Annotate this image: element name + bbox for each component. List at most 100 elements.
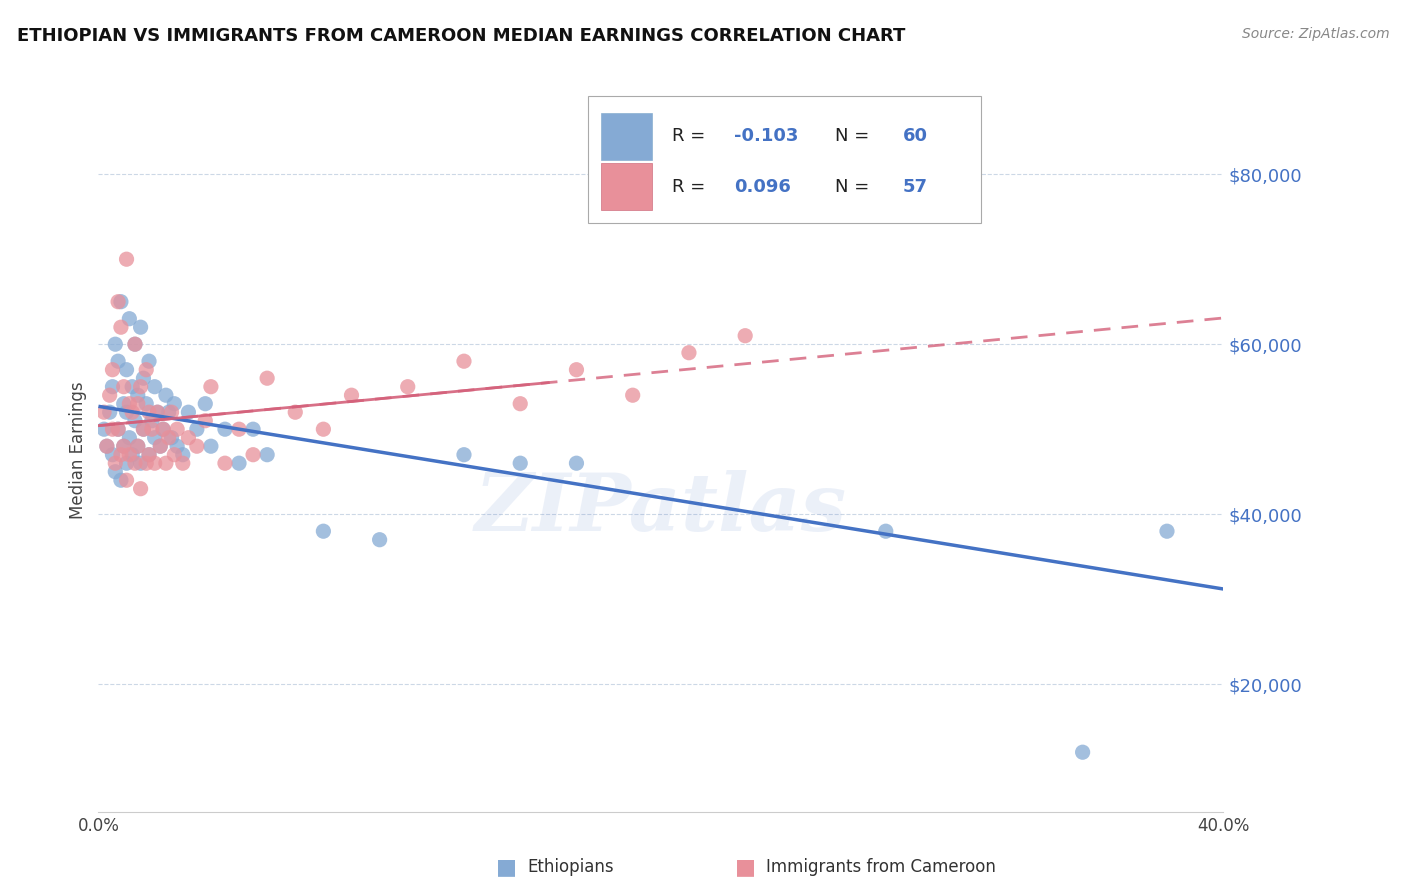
Point bbox=[93, 405, 115, 419]
Text: -0.103: -0.103 bbox=[734, 128, 799, 145]
Text: N =: N = bbox=[835, 178, 875, 195]
Point bbox=[127, 439, 149, 453]
Point bbox=[135, 362, 157, 376]
Text: ZIPatlas: ZIPatlas bbox=[475, 469, 846, 547]
Point bbox=[160, 405, 183, 419]
Point bbox=[312, 422, 335, 436]
Point bbox=[107, 354, 129, 368]
Point bbox=[143, 380, 166, 394]
Point bbox=[107, 422, 129, 436]
Point bbox=[565, 456, 588, 470]
Point bbox=[453, 448, 475, 462]
Text: Ethiopians: Ethiopians bbox=[527, 858, 614, 876]
Point bbox=[132, 422, 155, 436]
Point bbox=[509, 456, 531, 470]
Point bbox=[124, 337, 146, 351]
Point bbox=[104, 465, 127, 479]
Point bbox=[101, 422, 124, 436]
Point bbox=[115, 362, 138, 376]
Text: Source: ZipAtlas.com: Source: ZipAtlas.com bbox=[1241, 27, 1389, 41]
Point bbox=[107, 294, 129, 309]
Text: ■: ■ bbox=[496, 857, 516, 877]
Point bbox=[734, 328, 756, 343]
Point bbox=[284, 405, 307, 419]
Y-axis label: Median Earnings: Median Earnings bbox=[69, 382, 87, 519]
Text: 57: 57 bbox=[903, 178, 928, 195]
Point bbox=[186, 439, 208, 453]
Point bbox=[127, 397, 149, 411]
Point bbox=[146, 405, 169, 419]
Point bbox=[160, 431, 183, 445]
Point bbox=[129, 380, 152, 394]
Point bbox=[200, 380, 222, 394]
Point bbox=[163, 448, 186, 462]
Point bbox=[112, 397, 135, 411]
Point bbox=[214, 422, 236, 436]
Point bbox=[163, 397, 186, 411]
Point bbox=[152, 422, 174, 436]
Point bbox=[340, 388, 363, 402]
Point bbox=[98, 388, 121, 402]
Point bbox=[1071, 745, 1094, 759]
Text: 60: 60 bbox=[903, 128, 928, 145]
Point bbox=[565, 362, 588, 376]
FancyBboxPatch shape bbox=[588, 96, 981, 223]
Point bbox=[157, 431, 180, 445]
Point bbox=[678, 345, 700, 359]
Point bbox=[121, 380, 143, 394]
Point bbox=[135, 456, 157, 470]
Point bbox=[96, 439, 118, 453]
Point bbox=[166, 439, 188, 453]
Point bbox=[110, 294, 132, 309]
Point bbox=[141, 414, 163, 428]
Point bbox=[172, 448, 194, 462]
Point bbox=[256, 371, 278, 385]
FancyBboxPatch shape bbox=[602, 112, 652, 160]
Point bbox=[115, 456, 138, 470]
Point bbox=[110, 448, 132, 462]
Point bbox=[107, 422, 129, 436]
Point bbox=[104, 337, 127, 351]
Text: Immigrants from Cameroon: Immigrants from Cameroon bbox=[766, 858, 995, 876]
Point bbox=[135, 397, 157, 411]
Point bbox=[149, 439, 172, 453]
Point bbox=[118, 311, 141, 326]
Point bbox=[93, 422, 115, 436]
Point bbox=[129, 320, 152, 334]
Point bbox=[194, 397, 217, 411]
Point bbox=[115, 405, 138, 419]
Text: ■: ■ bbox=[735, 857, 755, 877]
Point bbox=[172, 456, 194, 470]
Point bbox=[112, 439, 135, 453]
Point bbox=[132, 371, 155, 385]
Point bbox=[228, 422, 250, 436]
Point bbox=[127, 388, 149, 402]
Point bbox=[214, 456, 236, 470]
Point bbox=[138, 354, 160, 368]
Point bbox=[138, 448, 160, 462]
Point bbox=[149, 439, 172, 453]
Point bbox=[115, 473, 138, 487]
Point bbox=[129, 456, 152, 470]
Text: N =: N = bbox=[835, 128, 875, 145]
Point bbox=[124, 456, 146, 470]
Point bbox=[118, 431, 141, 445]
Point bbox=[138, 448, 160, 462]
Point bbox=[124, 414, 146, 428]
Text: 0.096: 0.096 bbox=[734, 178, 790, 195]
Point bbox=[256, 448, 278, 462]
Point bbox=[157, 405, 180, 419]
Point bbox=[242, 448, 264, 462]
Point bbox=[194, 414, 217, 428]
Point bbox=[312, 524, 335, 539]
Point bbox=[132, 422, 155, 436]
Point bbox=[166, 422, 188, 436]
Point bbox=[110, 473, 132, 487]
Text: R =: R = bbox=[672, 128, 711, 145]
Point bbox=[98, 405, 121, 419]
Point bbox=[127, 439, 149, 453]
Text: ETHIOPIAN VS IMMIGRANTS FROM CAMEROON MEDIAN EARNINGS CORRELATION CHART: ETHIOPIAN VS IMMIGRANTS FROM CAMEROON ME… bbox=[17, 27, 905, 45]
Point bbox=[155, 388, 177, 402]
Point bbox=[200, 439, 222, 453]
Point bbox=[146, 405, 169, 419]
